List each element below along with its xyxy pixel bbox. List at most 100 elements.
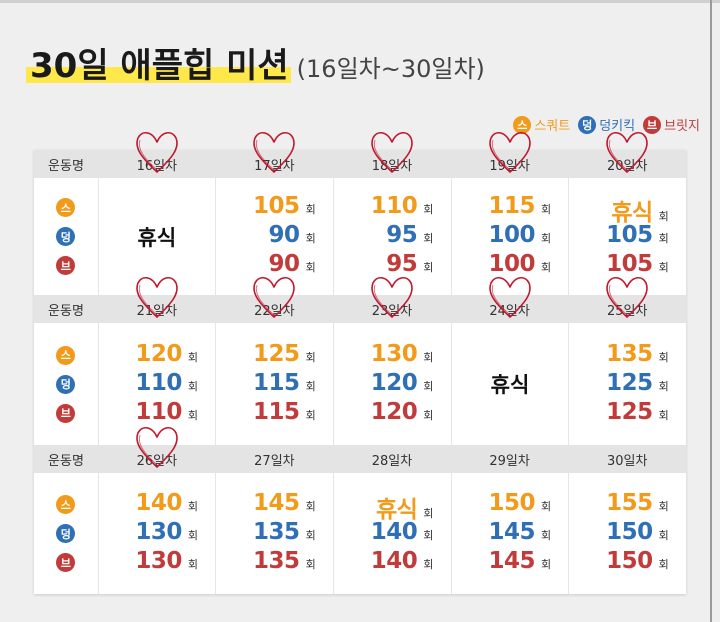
donkey-kick-icon: 덩	[56, 524, 76, 543]
rep-unit: 회	[423, 379, 434, 393]
rep-count: 150 회	[585, 519, 671, 548]
rep-number: 115	[488, 193, 535, 219]
rep-number: 145	[253, 490, 300, 516]
rep-unit: 회	[423, 558, 434, 571]
rep-count: 95 회	[349, 222, 435, 251]
bridge-icon: 브	[56, 256, 76, 275]
donkey-kick-icon: 덩	[578, 115, 597, 134]
rep-number: 145	[488, 519, 535, 545]
rep-unit: 회	[540, 558, 552, 571]
squat-icon: 스	[56, 198, 76, 217]
legend: 스 스쿼트 덩 덩키킥 브 브릿지	[513, 115, 700, 134]
rep-number: 140	[370, 519, 418, 545]
rep-count: 90 회	[232, 251, 318, 280]
squat-icon: 스	[56, 495, 76, 514]
rep-number: 휴식	[611, 200, 653, 226]
rep-unit: 회	[423, 350, 434, 364]
donkey-kick-icon: 덩	[56, 374, 76, 394]
day-cell: 135 회 125 회 125 회	[568, 323, 686, 445]
rep-number: 휴식	[375, 497, 418, 523]
heart-mark-icon	[602, 128, 652, 176]
rep-unit: 회	[423, 529, 434, 542]
rep-unit: 회	[305, 558, 316, 571]
day-cell: 140 회 130 회 130 회	[97, 473, 216, 594]
rep-count: 120 회	[349, 370, 435, 399]
rep-count: 135 회	[585, 341, 671, 370]
bridge-icon: 브	[643, 115, 662, 134]
rep-number: 120	[135, 340, 182, 367]
rep-unit: 회	[423, 261, 434, 274]
rep-number: 95	[386, 251, 418, 277]
rep-count: 145 회	[467, 548, 553, 577]
rep-number: 90	[268, 222, 301, 248]
rep-unit: 회	[305, 408, 316, 422]
rep-unit: 회	[305, 500, 316, 513]
rep-count: 120 회	[349, 399, 435, 428]
rep-number: 140	[135, 490, 182, 516]
day-header: 30일차	[606, 453, 648, 469]
rest-day-label: 휴식	[137, 225, 177, 250]
rep-number: 125	[606, 398, 653, 425]
rep-count: 115 회	[232, 399, 318, 428]
legend-label: 스쿼트	[534, 119, 571, 134]
rep-unit: 회	[658, 232, 669, 245]
rep-number: 100	[488, 251, 535, 277]
day-cell: 150 회 145 회 145 회	[450, 473, 569, 594]
rep-count: 110 회	[114, 370, 200, 399]
rep-number: 105	[606, 251, 653, 277]
rep-count: 130 회	[114, 548, 200, 577]
rep-number: 125	[606, 369, 653, 396]
rep-count: 110 회	[114, 399, 200, 428]
rep-unit: 회	[423, 408, 434, 422]
mission-table: 운동명 16일차 17일차 18일차 19일차 20일차 스 덩 브 휴식 105 회 90 회 90 회 11…	[34, 132, 686, 594]
rep-unit: 회	[658, 261, 669, 274]
rest-day-label: 휴식	[490, 373, 530, 397]
rep-count: 90 회	[232, 222, 318, 251]
heart-mark-icon	[132, 128, 182, 176]
rep-number: 140	[370, 548, 418, 574]
rep-count: 100 회	[467, 251, 553, 280]
rep-unit: 회	[187, 379, 198, 393]
rep-count: 140 회	[349, 548, 435, 577]
title-block: 30일 애플힙 미션 (16일차~30일차)	[26, 38, 485, 86]
rep-unit: 회	[658, 558, 669, 571]
rep-count: 150 회	[585, 548, 671, 577]
legend-label: 브릿지	[664, 119, 700, 134]
legend-donkey-kick: 덩 덩키킥	[578, 115, 635, 134]
rep-count: 145 회	[232, 490, 318, 519]
rep-number: 150	[606, 548, 653, 574]
rep-unit: 회	[305, 203, 316, 216]
rep-count: 휴식 회	[349, 490, 435, 523]
rep-count: 100 회	[467, 222, 553, 251]
week-body-row: 스 덩 브 140 회 130 회 130 회 145 회 135 회 135 회 휴식 회 140 회 140 회 15…	[34, 473, 686, 594]
rep-unit: 회	[423, 203, 434, 216]
rep-unit: 회	[658, 350, 669, 364]
right-border	[710, 0, 712, 622]
rep-count: 125 회	[585, 399, 671, 428]
rep-number: 130	[135, 519, 182, 545]
page-subtitle: (16일차~30일차)	[296, 55, 485, 83]
top-border	[0, 0, 720, 3]
rep-number: 110	[370, 193, 418, 219]
day-header: 29일차	[489, 453, 530, 469]
day-cell: 120 회 110 회 110 회	[97, 323, 216, 445]
week-body-row: 스 덩 브 휴식 105 회 90 회 90 회 110 회 95 회 95 회 115 회 100 회 100 회 휴식 회…	[34, 178, 686, 295]
heart-mark-icon	[249, 273, 299, 321]
legend-label: 덩키킥	[599, 119, 636, 134]
rep-unit: 회	[423, 507, 434, 520]
rep-number: 135	[253, 548, 300, 574]
rep-count: 140 회	[114, 490, 200, 519]
donkey-kick-icon: 덩	[56, 227, 76, 246]
day-cell: 115 회 100 회 100 회	[450, 178, 569, 295]
rep-count: 110 회	[349, 193, 435, 222]
rep-unit: 회	[540, 529, 552, 542]
day-cell: 휴식	[97, 178, 216, 295]
rep-count: 휴식 회	[585, 193, 671, 226]
rep-count: 105 회	[585, 251, 671, 280]
rep-number: 115	[253, 398, 300, 425]
rep-number: 100	[488, 222, 535, 248]
rep-count: 135 회	[232, 548, 318, 577]
rep-unit: 회	[423, 232, 434, 245]
